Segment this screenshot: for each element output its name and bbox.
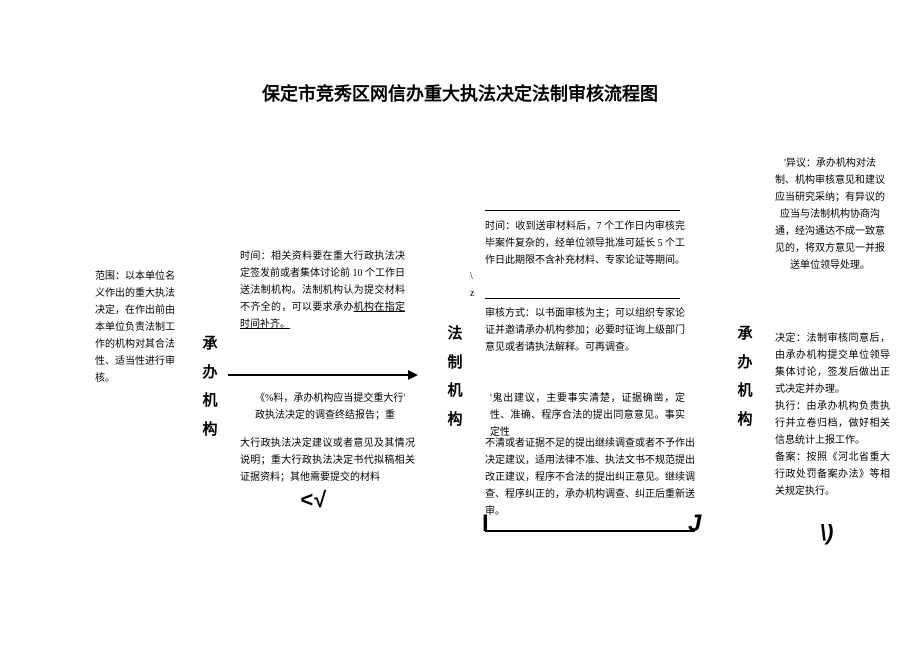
col2-low: 大行政执法决定建议或者意见及其情况说明；重大行政执法决定书代拟稿相关证据资料；其… bbox=[240, 435, 415, 486]
col3-rule-bottom bbox=[485, 530, 695, 532]
arrow-1-line bbox=[228, 374, 408, 376]
col4-top: '异议：承办机构对法制、机构审核意见和建议应当研究采纳；有异议的应当与法制机构协… bbox=[775, 155, 885, 274]
col2-time: 时间：相关资料要在重大行政执法决定签发前或者集体讨论前 10 个工作日送法制机构… bbox=[240, 248, 405, 333]
glyph-col3-L: I bbox=[482, 510, 489, 538]
col3-slashz: \ z bbox=[470, 268, 485, 302]
col3-rule-mid bbox=[485, 298, 680, 299]
col4-mid: 决定：法制审核同意后，由承办机构提交单位领导集体讨论，签发后做出正式决定并办理。… bbox=[775, 330, 890, 500]
col3-rule-top bbox=[485, 210, 680, 211]
arrow-1-head bbox=[408, 370, 418, 380]
vlabel-chengban-1: 承 办 机 构 bbox=[200, 330, 220, 444]
col3-low: 不清或者证据不足的提出继续调查或者不予作出决定建议，适用法律不准、执法文书不规范… bbox=[485, 435, 695, 520]
col3-time: 时间：收到送审材料后，7 个工作日内审核完毕案件复杂的，经单位领导批准可延长 5… bbox=[485, 218, 685, 269]
col2-mid: 《%料，承办机构应当提交重大行' 政执法决定的调查终结报告；重 bbox=[255, 390, 410, 424]
flowchart-page: 保定市竞秀区网信办重大执法决定法制审核流程图 范围：以本单位名义作出的重大执法决… bbox=[0, 0, 920, 651]
col3-method: 审核方式：以书面审核为主；可以组织专家论证并邀请承办机构参加；必要时征询上级部门… bbox=[485, 305, 685, 356]
vlabel-chengban-2: 承 办 机 构 bbox=[735, 320, 755, 434]
glyph-col3-R: J bbox=[688, 510, 701, 538]
vlabel-fazhi: 法 制 机 构 bbox=[445, 320, 465, 434]
glyph-col2: <√ bbox=[300, 487, 325, 513]
page-title: 保定市竞秀区网信办重大执法决定法制审核流程图 bbox=[0, 80, 920, 106]
col3-mid: '鬼出建议，主要事实清楚，证据确凿，定性、准确、程序合法的提出同意意见。事实定性 bbox=[490, 390, 685, 441]
glyph-col4: \) bbox=[820, 520, 833, 546]
scope-text: 范围：以本单位名义作出的重大执法决定，在作出前由本单位负责法制工作的机构对其合法… bbox=[95, 268, 175, 387]
